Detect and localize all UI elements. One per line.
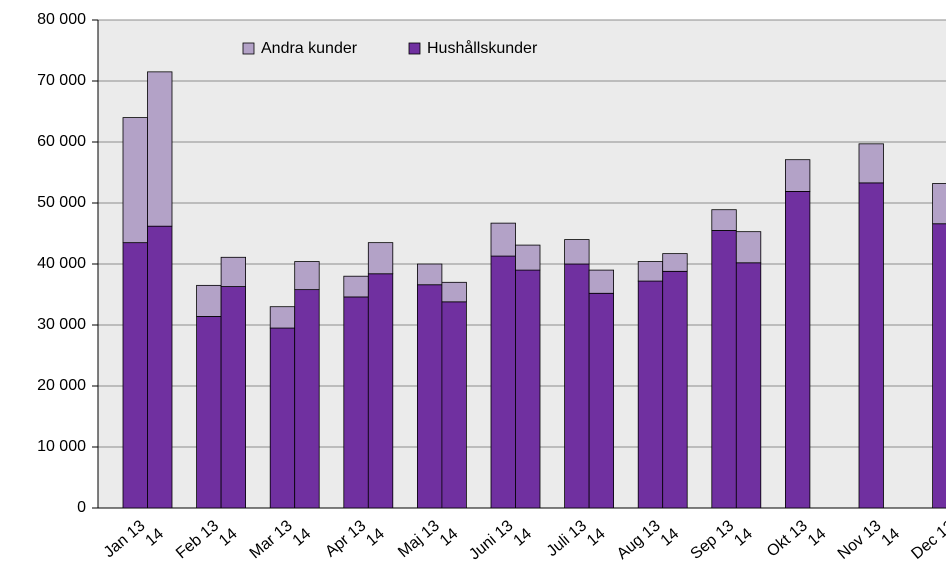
bar-segment (294, 289, 320, 509)
bar-segment (588, 269, 614, 294)
bar-segment (588, 292, 614, 509)
bar-segment (441, 281, 467, 303)
bar-segment (735, 262, 762, 509)
bar-segment (220, 256, 247, 287)
x-tick-label: Aug 13 (614, 517, 664, 563)
x-tick-label: Jan 13 (101, 517, 149, 561)
bar-segment (294, 261, 320, 291)
x-tick-label: Sep 13 (688, 517, 738, 563)
bar-segment (220, 286, 247, 509)
legend-label: Andra kunder (261, 40, 358, 57)
y-tick-label: 10 000 (37, 438, 86, 455)
bar-segment (637, 280, 664, 509)
y-tick-label: 30 000 (37, 316, 86, 333)
y-tick-label: 0 (77, 499, 86, 516)
x-tick-label: Okt 13 (764, 517, 811, 560)
legend-label: Hushållskunder (427, 39, 538, 57)
bar-segment (490, 255, 516, 509)
bar-segment (367, 242, 394, 275)
x-tick-label: Dec 13 (908, 517, 946, 563)
bar-segment (269, 327, 296, 509)
y-tick-label: 20 000 (37, 377, 86, 394)
bar-segment (343, 296, 369, 509)
bar-segment (196, 316, 222, 509)
bar-segment (932, 183, 946, 225)
bar-segment (122, 242, 148, 509)
bar-segment (858, 143, 884, 184)
bar-segment (711, 230, 737, 509)
bar-segment (196, 284, 222, 317)
bar-segment (441, 301, 467, 509)
bar-segment (662, 253, 688, 272)
bar-segment (785, 191, 811, 509)
bar-segment (416, 284, 443, 509)
bar-segment (490, 222, 516, 257)
bar-segment (515, 269, 541, 509)
bar-segment (343, 275, 369, 298)
bar-segment (269, 306, 296, 329)
bar-segment (785, 159, 811, 192)
y-tick-label: 80 000 (37, 11, 86, 28)
x-tick-label: Nov 13 (835, 517, 885, 563)
bar-segment (564, 263, 590, 509)
y-tick-label: 70 000 (37, 72, 86, 89)
bar-segment (932, 223, 946, 509)
bar-segment (711, 209, 737, 231)
bar-segment (735, 231, 762, 264)
x-tick-label: Mar 13 (247, 517, 296, 562)
y-tick-label: 60 000 (37, 133, 86, 150)
x-tick-label: Juli 13 (544, 517, 590, 560)
bar-segment (515, 244, 541, 271)
bar-segment (416, 263, 443, 286)
bar-segment (858, 182, 884, 509)
bar-segment (122, 117, 148, 244)
bar-segment (367, 273, 394, 509)
legend-swatch (242, 42, 255, 55)
x-tick-label: Juni 13 (466, 517, 517, 563)
y-tick-label: 50 000 (37, 194, 86, 211)
legend-swatch (408, 42, 421, 55)
bar-segment (662, 270, 688, 509)
bar-segment (637, 261, 664, 282)
bar-segment (147, 225, 173, 509)
y-tick-label: 40 000 (37, 255, 86, 272)
x-tick-label: Apr 13 (322, 517, 369, 560)
bar-segment (564, 239, 590, 265)
bar-segment (147, 71, 173, 227)
x-tick-label: Maj 13 (395, 517, 443, 561)
x-tick-label: Feb 13 (173, 517, 222, 562)
